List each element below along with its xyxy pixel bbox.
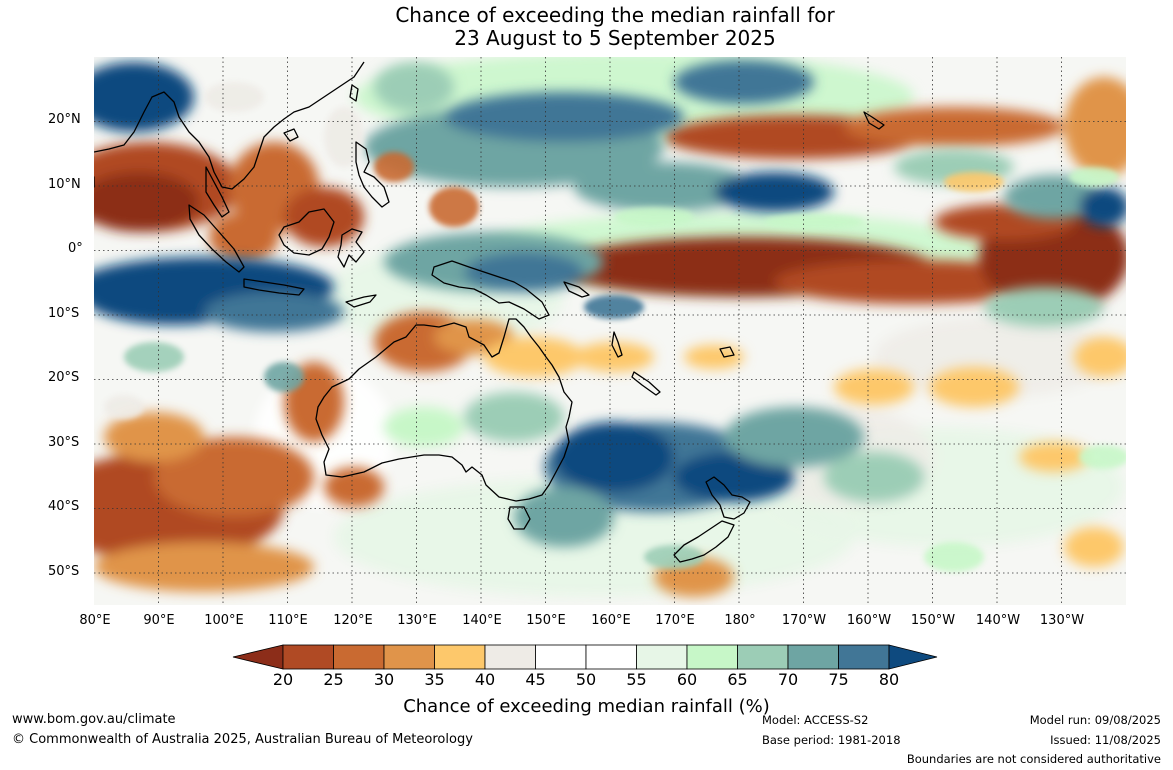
- colorbar-segment: [535, 644, 587, 670]
- lon-label-180: 180°: [724, 613, 756, 628]
- lat-label-30s: 30°S: [48, 435, 80, 450]
- lat-label-50s: 50°S: [48, 564, 80, 579]
- colorbar-segment: [484, 644, 536, 670]
- wet-regions: [94, 60, 1126, 547]
- lon-label-150w: 150°W: [910, 613, 956, 628]
- dry-regions: [94, 77, 1126, 597]
- rainfall-map: [94, 57, 1126, 605]
- hawaii: [863, 111, 885, 130]
- colorbar-segment: [282, 644, 334, 670]
- copyright-text: © Commonwealth of Australia 2025, Austra…: [12, 732, 473, 747]
- lon-label-170w: 170°W: [781, 613, 827, 628]
- colorbar-tick-label: 25: [323, 670, 344, 689]
- sulawesi-coast: [337, 228, 365, 268]
- colorbar-tick-label: 35: [424, 670, 445, 689]
- lat-label-10s: 10°S: [48, 306, 80, 321]
- vanuatu: [611, 331, 623, 358]
- issued-text: Issued: 11/08/2025: [1050, 733, 1161, 747]
- taiwan-island: [349, 84, 359, 102]
- title-line-1: Chance of exceeding the median rainfall …: [395, 3, 835, 27]
- australia-coast: [315, 318, 573, 502]
- lat-label-10n: 10°N: [48, 177, 81, 192]
- colorbar-segment: [636, 644, 688, 670]
- sumatra-coast: [188, 204, 245, 273]
- lon-label-110e: 110°E: [268, 613, 308, 628]
- new-caledonia: [631, 371, 661, 396]
- lon-label-130w: 130°W: [1039, 613, 1085, 628]
- colorbar-segment: [333, 644, 385, 670]
- lon-label-160e: 160°E: [591, 613, 631, 628]
- colorbar-tick-label: 20: [272, 670, 294, 689]
- colorbar-segment: [686, 644, 738, 670]
- lon-label-140e: 140°E: [462, 613, 502, 628]
- model-text: Model: ACCESS-S2: [762, 713, 869, 727]
- colorbar-segment: [737, 644, 789, 670]
- base-period-text: Base period: 1981-2018: [762, 733, 901, 747]
- colorbar-tick-label: 40: [474, 670, 496, 689]
- map-title: Chance of exceeding the median rainfall …: [0, 4, 1173, 50]
- solomon-islands: [563, 281, 590, 298]
- colorbar-segment: [787, 644, 839, 670]
- lat-label-0: 0°: [68, 241, 83, 256]
- colorbar-tick-label: 75: [828, 670, 849, 689]
- map-gridlines: [94, 57, 1126, 605]
- colorbar-tick-label: 65: [727, 670, 748, 689]
- mainland-asia-coast: [94, 61, 365, 190]
- colorbar-segment: [434, 644, 486, 670]
- malay-peninsula: [205, 166, 230, 218]
- website-text: www.bom.gov.au/climate: [12, 712, 176, 727]
- borneo-coast: [278, 208, 335, 256]
- lat-label-20n: 20°N: [48, 112, 81, 127]
- colorbar: [232, 644, 938, 670]
- lon-label-160w: 160°W: [846, 613, 892, 628]
- tasmania-coast: [507, 506, 531, 530]
- hainan-island: [283, 128, 299, 142]
- colorbar-segment: [585, 644, 637, 670]
- lon-label-140w: 140°W: [975, 613, 1021, 628]
- colorbar-extend-high: [888, 644, 938, 670]
- rainfall-texture: [104, 82, 1126, 572]
- lat-label-40s: 40°S: [48, 499, 80, 514]
- colorbar-tick-label: 80: [878, 670, 900, 689]
- colorbar-tick-label: 55: [626, 670, 647, 689]
- lon-label-170e: 170°E: [655, 613, 695, 628]
- colorbar-segment: [383, 644, 435, 670]
- coastlines: [94, 61, 885, 563]
- lon-label-80e: 80°E: [79, 613, 111, 628]
- colorbar-tick-label: 60: [676, 670, 698, 689]
- new-guinea-coast: [431, 260, 550, 320]
- colorbar-tick-label: 70: [777, 670, 799, 689]
- north-island-nz: [705, 476, 751, 520]
- colorbar-tick-label: 45: [525, 670, 546, 689]
- colorbar-tick-label: 50: [575, 670, 597, 689]
- model-run-text: Model run: 09/08/2025: [1029, 713, 1161, 727]
- lon-label-120e: 120°E: [333, 613, 373, 628]
- colorbar-tick-label: 30: [373, 670, 395, 689]
- title-line-2: 23 August to 5 September 2025: [454, 26, 776, 50]
- colorbar-segment: [838, 644, 890, 670]
- colorbar-extend-low: [232, 644, 284, 670]
- timor: [345, 294, 377, 308]
- lon-label-90e: 90°E: [143, 613, 175, 628]
- lat-label-20s: 20°S: [48, 370, 80, 385]
- lon-label-150e: 150°E: [526, 613, 566, 628]
- disclaimer-text: Boundaries are not considered authoritat…: [906, 752, 1161, 766]
- map-panel: [94, 57, 1126, 605]
- colorbar-title: Chance of exceeding median rainfall (%): [403, 696, 770, 717]
- philippines-coast: [355, 141, 390, 208]
- fiji: [719, 346, 735, 358]
- lon-label-130e: 130°E: [397, 613, 437, 628]
- south-island-nz: [673, 520, 735, 563]
- lon-label-100e: 100°E: [204, 613, 244, 628]
- java-coast: [243, 278, 305, 296]
